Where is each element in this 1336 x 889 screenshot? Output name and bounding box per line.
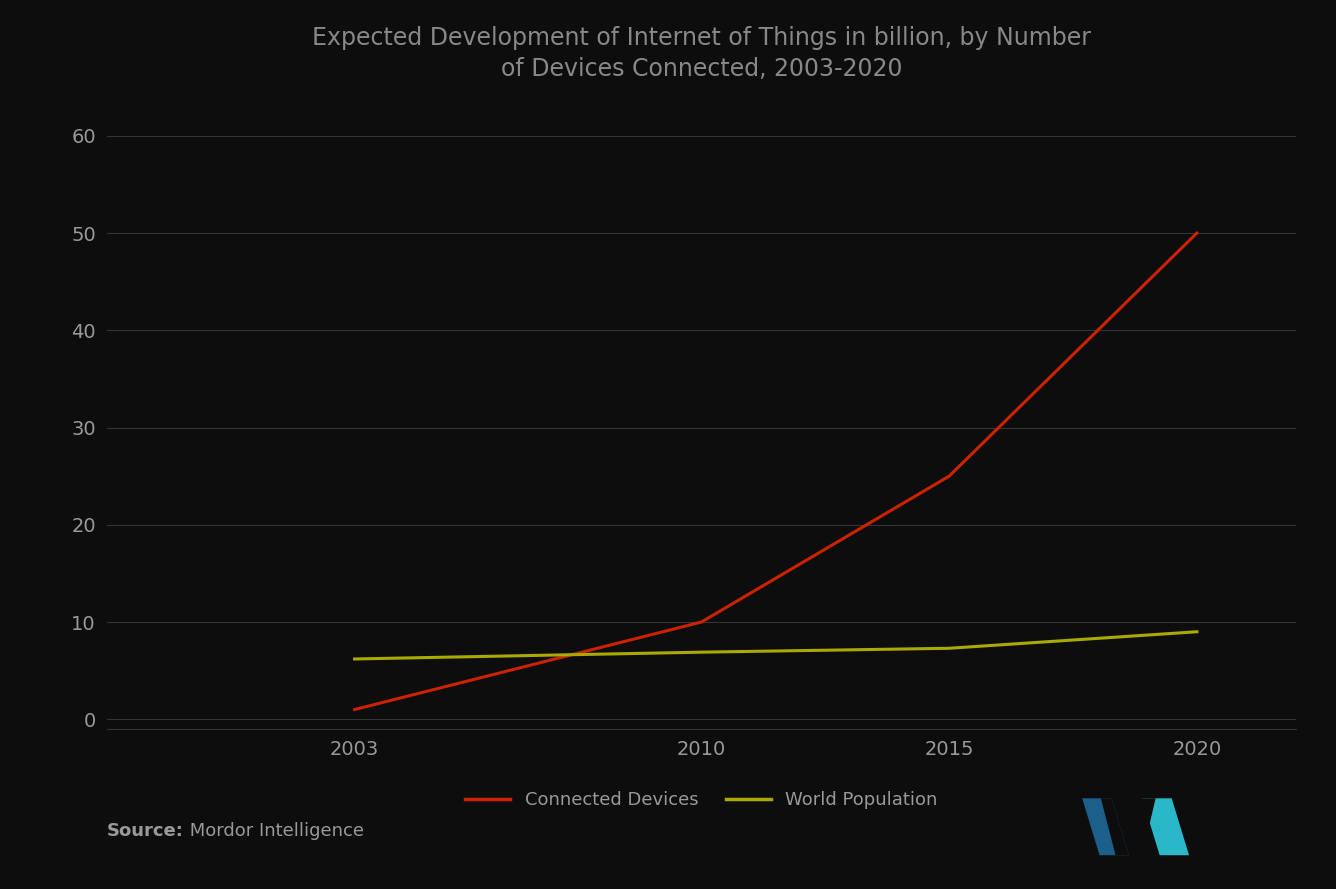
- Polygon shape: [1142, 798, 1189, 855]
- Title: Expected Development of Internet of Things in billion, by Number
of Devices Conn: Expected Development of Internet of Thin…: [311, 26, 1092, 81]
- Polygon shape: [1129, 798, 1156, 855]
- Text: Mordor Intelligence: Mordor Intelligence: [184, 822, 365, 840]
- Polygon shape: [1082, 798, 1129, 855]
- Text: Source:: Source:: [107, 822, 184, 840]
- Polygon shape: [1101, 798, 1129, 855]
- Legend: Connected Devices, World Population: Connected Devices, World Population: [458, 784, 945, 816]
